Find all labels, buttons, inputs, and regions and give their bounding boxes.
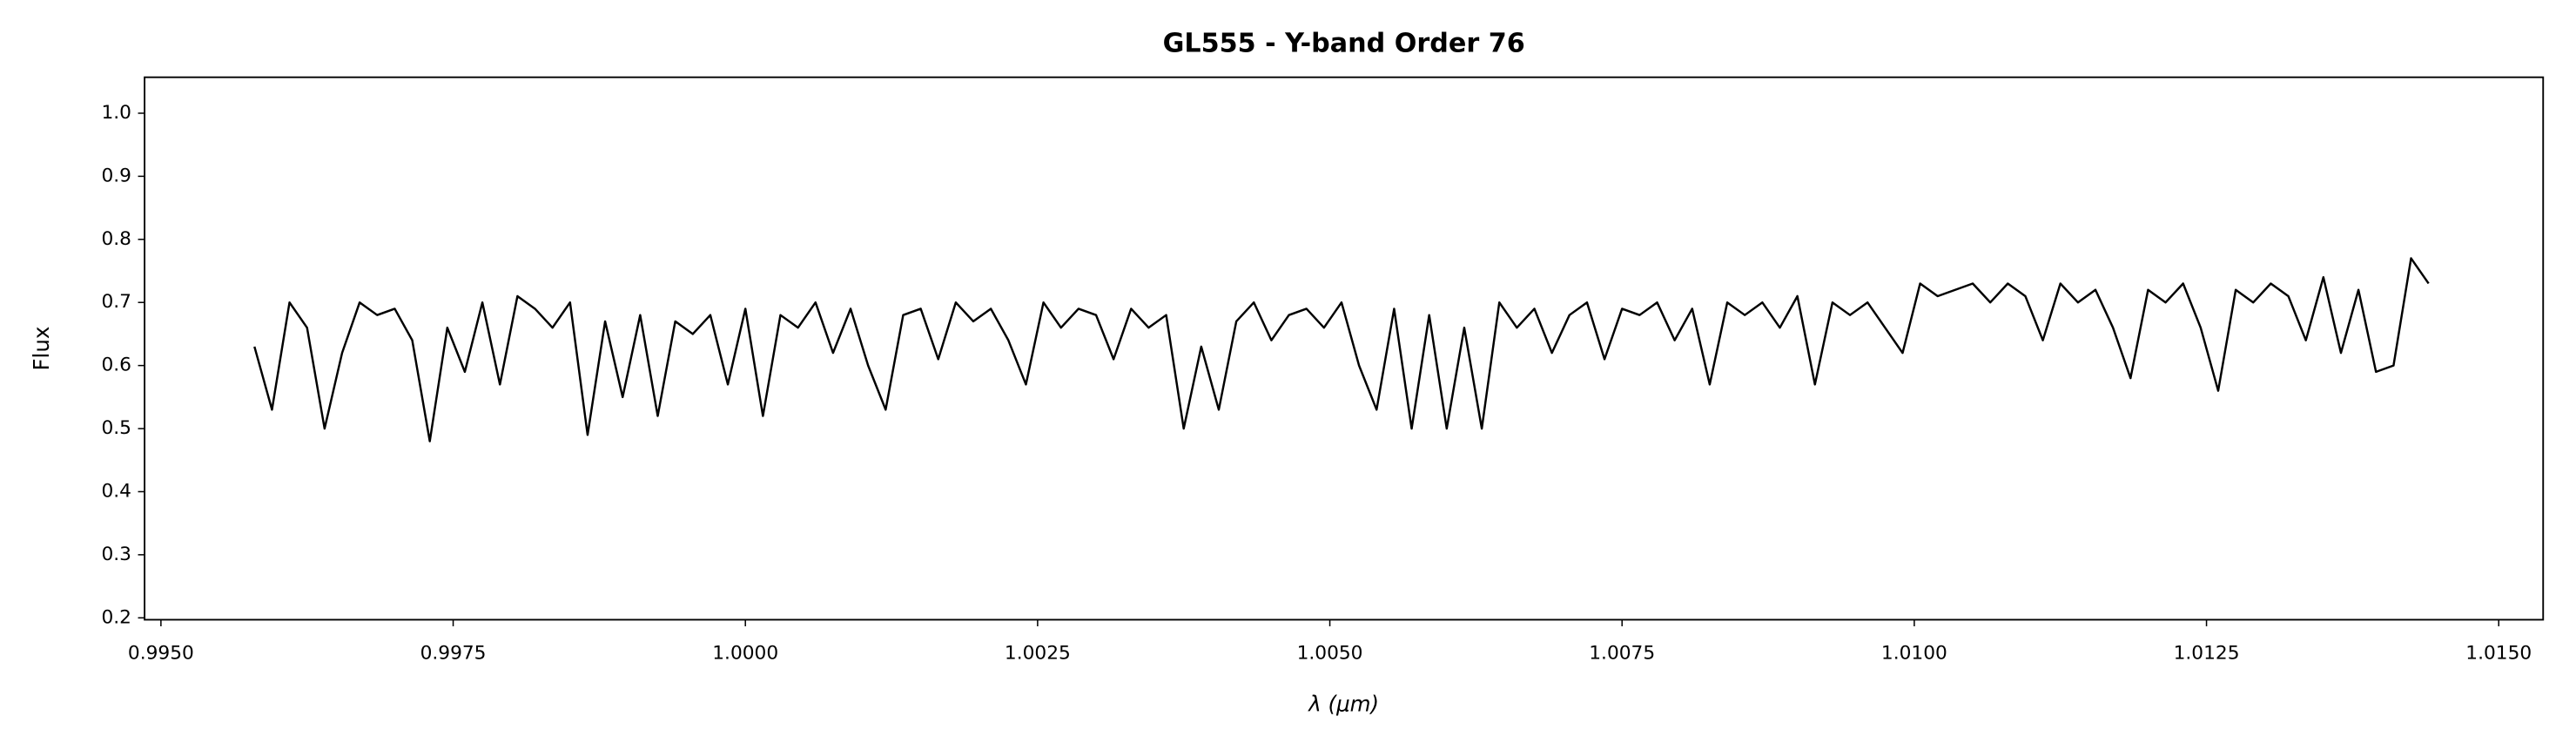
x-tick-label: 1.0000	[712, 643, 778, 665]
y-tick-label: 0.6	[101, 355, 131, 376]
y-tick-label: 0.2	[101, 606, 131, 628]
y-tick-label: 0.5	[101, 417, 131, 439]
x-tick-label: 0.9950	[128, 643, 194, 665]
x-tick-label: 1.0075	[1589, 643, 1655, 665]
x-tick-label: 1.0100	[1881, 643, 1947, 665]
x-tick-label: 1.0125	[2174, 643, 2240, 665]
y-tick-label: 0.8	[101, 228, 131, 250]
y-tick-label: 1.0	[101, 102, 131, 124]
y-tick-label: 0.4	[101, 480, 131, 502]
x-tick-label: 1.0025	[1005, 643, 1071, 665]
chart-title: GL555 - Y-band Order 76	[1163, 28, 1525, 58]
x-tick-label: 1.0150	[2465, 643, 2532, 665]
x-axis-label: λ (μm)	[1307, 692, 1379, 717]
y-tick-label: 0.9	[101, 165, 131, 186]
x-tick-label: 0.9975	[420, 643, 487, 665]
spectrum-line	[253, 257, 2430, 443]
y-tick-label: 0.3	[101, 544, 131, 565]
x-tick-label: 1.0050	[1297, 643, 1363, 665]
y-tick-label: 0.7	[101, 291, 131, 313]
y-axis-label: Flux	[29, 327, 54, 371]
plot-frame	[144, 76, 2545, 621]
